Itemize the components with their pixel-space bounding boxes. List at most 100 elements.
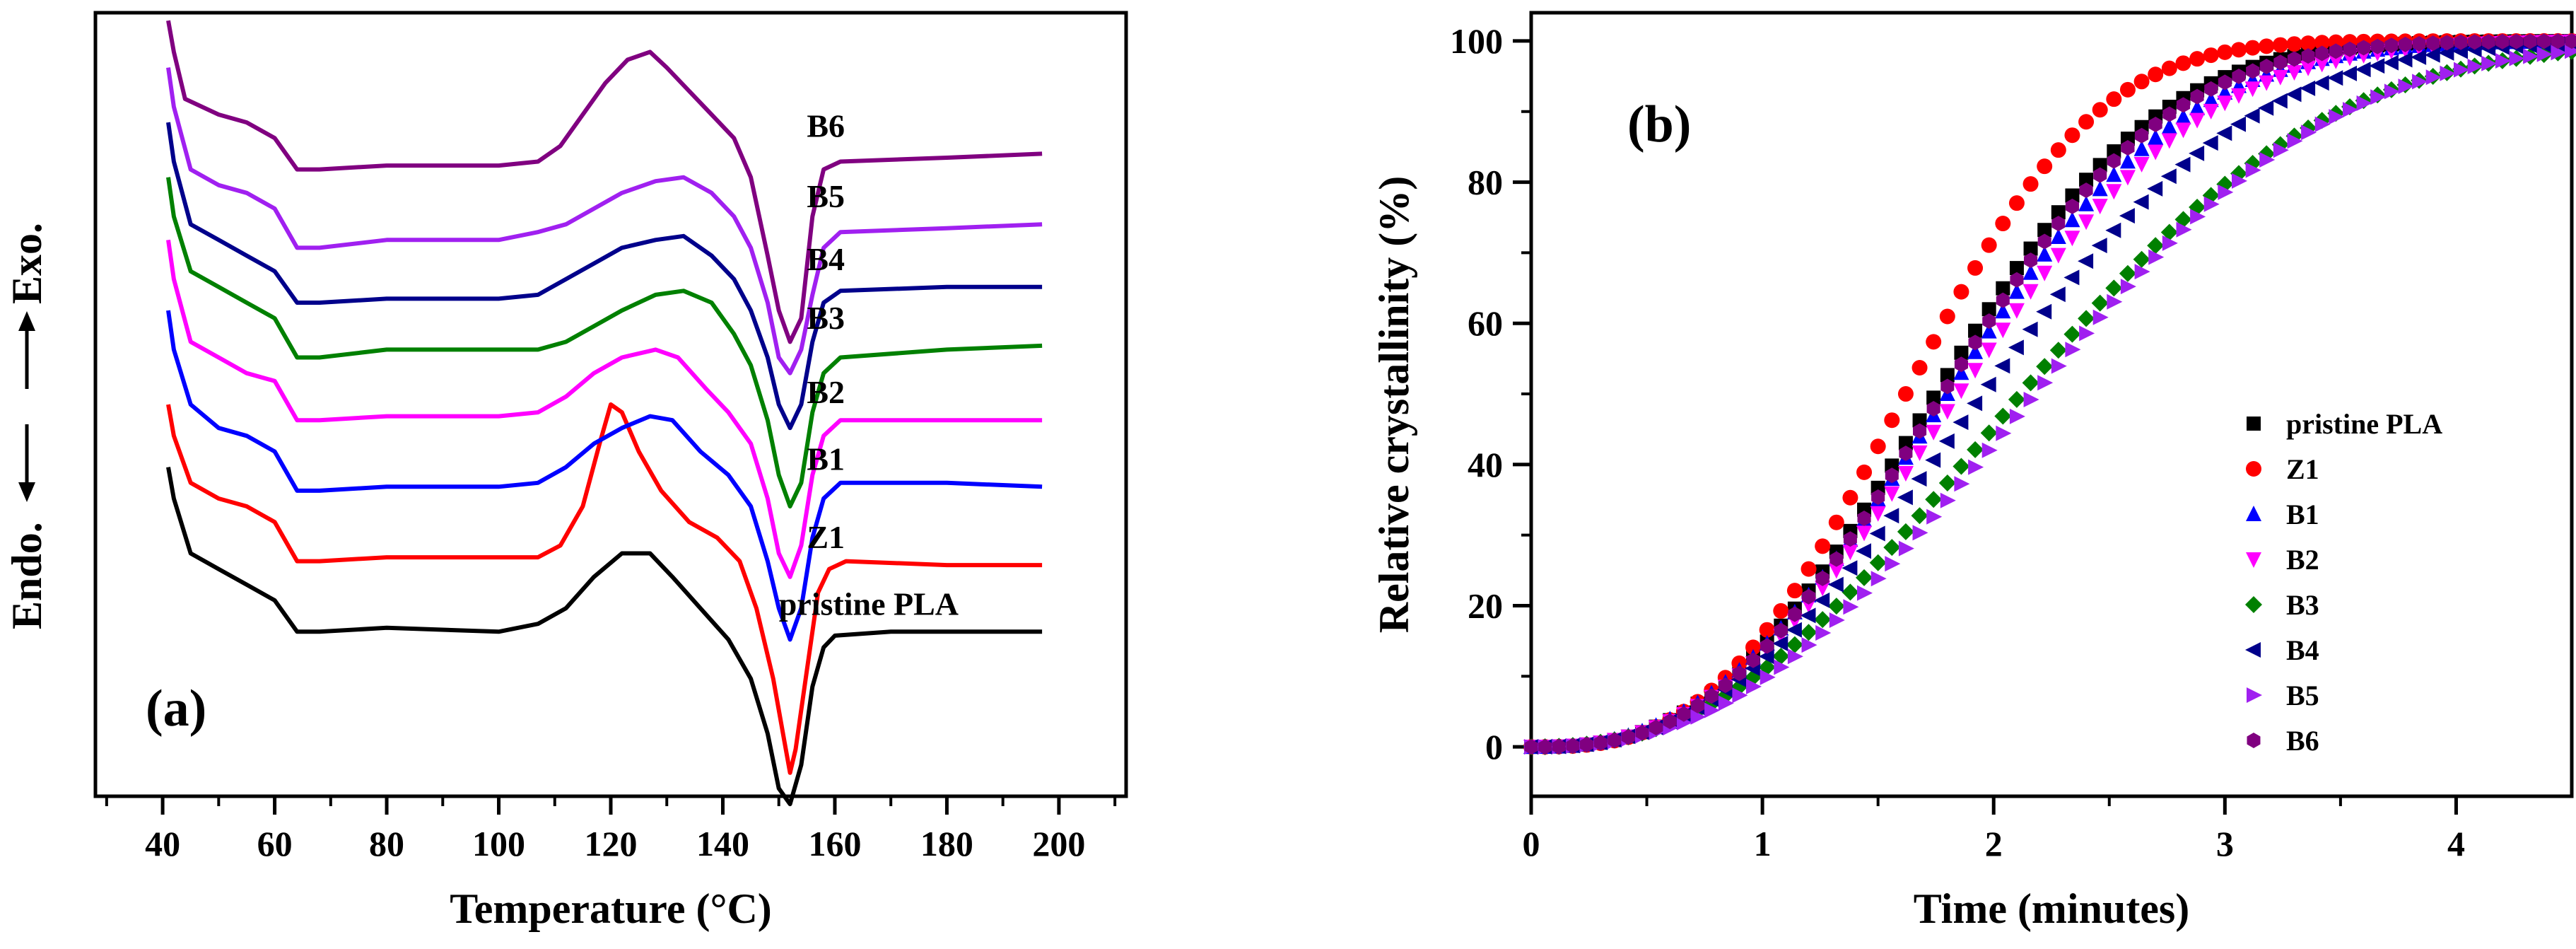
data-point-b3 [2008, 390, 2025, 408]
data-point-z1 [2230, 42, 2247, 58]
data-point-b5 [2009, 408, 2025, 424]
data-point-z1 [1897, 386, 1914, 402]
data-point-b5 [1787, 648, 1803, 665]
data-point-b2 [1981, 342, 1997, 359]
data-point-b4 [2189, 145, 2205, 161]
data-point-b1 [2022, 264, 2039, 280]
data-point-b1 [2008, 283, 2025, 299]
data-point-pristine-pla [2065, 188, 2080, 203]
data-point-b2 [1926, 424, 1942, 441]
data-point-b2 [2189, 112, 2206, 129]
data-point-z1 [2161, 60, 2177, 76]
data-point-b1 [2119, 153, 2136, 169]
data-point-b6 [1593, 735, 1608, 751]
data-point-b4 [2091, 238, 2107, 254]
data-point-b2 [1842, 545, 1858, 561]
data-point-b6 [2037, 233, 2051, 250]
data-point-z1 [1953, 284, 1969, 300]
data-point-b5 [1968, 459, 1984, 475]
data-point-pristine-pla [2051, 205, 2066, 220]
legend-marker-z1 [2246, 461, 2261, 477]
data-point-b4 [1814, 592, 1830, 608]
legend-label-b5: B5 [2286, 680, 2319, 711]
data-point-b5 [2092, 309, 2109, 325]
data-point-b5 [2412, 74, 2428, 90]
data-point-b2 [2133, 156, 2150, 173]
data-point-b4 [2119, 208, 2135, 224]
data-point-b6 [2495, 33, 2510, 50]
x-tick-label: 180 [920, 824, 973, 863]
data-point-b2 [1870, 506, 1886, 522]
data-point-b4 [2424, 47, 2440, 63]
data-point-z1 [1911, 359, 1928, 375]
data-point-b3 [1883, 539, 1901, 557]
data-point-z1 [2008, 195, 2025, 211]
data-point-b4 [2300, 80, 2316, 96]
data-point-b5 [2079, 325, 2095, 342]
data-point-b3 [1925, 491, 1943, 508]
data-point-z1 [2189, 51, 2206, 67]
data-point-b3 [1772, 648, 1790, 665]
panel-a-x-axis-title: Temperature (°C) [450, 885, 772, 932]
data-point-pristine-pla [2023, 241, 2038, 256]
data-point-b6 [1580, 737, 1593, 752]
data-point-b5 [2314, 116, 2331, 132]
data-point-b5 [1829, 612, 1845, 628]
data-point-b6 [1788, 606, 1802, 622]
data-point-b5 [2176, 221, 2192, 238]
data-point-z1 [1773, 602, 1789, 619]
data-point-b1 [2189, 99, 2206, 115]
data-point-z1 [2300, 35, 2317, 52]
data-point-b6 [2440, 35, 2454, 51]
legend-label-b3: B3 [2286, 589, 2319, 621]
data-point-b3 [1827, 598, 1845, 615]
data-point-b2 [2259, 75, 2275, 91]
x-tick-label: 120 [585, 824, 638, 863]
legend-label-b4: B4 [2286, 634, 2319, 666]
y-tick-label: 80 [1468, 163, 1503, 202]
data-point-z1 [2050, 142, 2066, 158]
curve-label-b2: B2 [807, 374, 845, 410]
data-point-b3 [1994, 407, 2012, 425]
data-point-b4 [1883, 508, 1899, 524]
data-point-z1 [2217, 44, 2233, 60]
data-point-pristine-pla [2092, 158, 2107, 173]
data-point-z1 [2064, 127, 2080, 144]
data-point-b5 [2495, 53, 2511, 69]
data-point-b6 [1608, 732, 1622, 748]
data-point-b1 [2037, 245, 2053, 262]
x-tick-label: 3 [2216, 824, 2234, 863]
data-point-b6 [1996, 292, 2010, 308]
data-point-b6 [1538, 739, 1552, 755]
data-point-b3 [1897, 523, 1914, 540]
legend-marker-b1 [2246, 506, 2261, 521]
data-point-b5 [2037, 375, 2054, 391]
data-point-b3 [1800, 624, 1817, 641]
data-point-b4 [2382, 54, 2399, 71]
data-point-b1 [2161, 118, 2177, 134]
data-point-b3 [1938, 474, 1956, 491]
data-point-b4 [2285, 86, 2302, 103]
data-point-b6 [2204, 81, 2218, 97]
x-tick-label: 60 [257, 824, 293, 863]
data-point-b6 [2426, 35, 2440, 52]
data-point-b2 [1856, 525, 1872, 542]
data-point-b2 [2286, 65, 2302, 81]
data-point-b6 [1774, 622, 1788, 639]
data-point-b5 [2536, 46, 2553, 62]
data-point-b5 [2481, 55, 2498, 71]
data-point-b4 [1869, 525, 1885, 542]
data-point-b4 [1786, 622, 1802, 638]
x-tick-label: 1 [1754, 824, 1772, 863]
data-point-b6 [1857, 511, 1871, 526]
curve-b6 [166, 20, 1043, 344]
data-point-b4 [2133, 194, 2149, 210]
data-point-b6 [2259, 59, 2273, 74]
data-point-b5 [1981, 442, 1998, 458]
data-point-b5 [1926, 508, 1943, 525]
panel-a-curve-labels: pristine PLA Z1 B1 B2 B3 B4 B5 B6 [779, 107, 959, 622]
data-point-b6 [2510, 33, 2523, 50]
data-point-z1 [1939, 308, 1955, 325]
